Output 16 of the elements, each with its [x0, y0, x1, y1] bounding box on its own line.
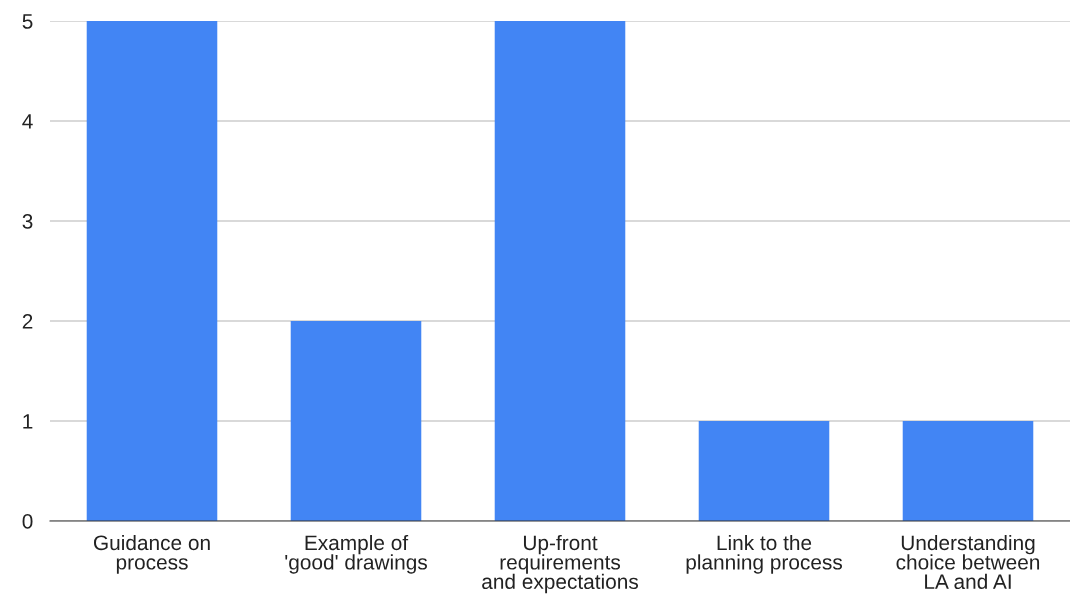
x-tick-label: Up-front requirements and expectations [482, 534, 639, 594]
y-tick-label: 4 [22, 114, 33, 129]
y-tick-label: 1 [23, 414, 33, 429]
x-tick-label: Guidance on process [93, 534, 210, 574]
bar [698, 421, 830, 521]
y-tick-label: 0 [22, 514, 33, 529]
x-tick-label: Understanding choice between LA and AI [896, 534, 1040, 590]
bar [290, 321, 422, 521]
y-tick-label: 3 [22, 214, 33, 229]
x-tick-label: Example of 'good' drawings [285, 534, 427, 574]
bar [902, 421, 1034, 521]
bar [494, 21, 626, 521]
bar [86, 21, 218, 521]
y-tick-label: 5 [22, 14, 33, 29]
y-tick-label: 2 [22, 314, 33, 329]
x-tick-label: Link to the planning process [686, 534, 843, 574]
